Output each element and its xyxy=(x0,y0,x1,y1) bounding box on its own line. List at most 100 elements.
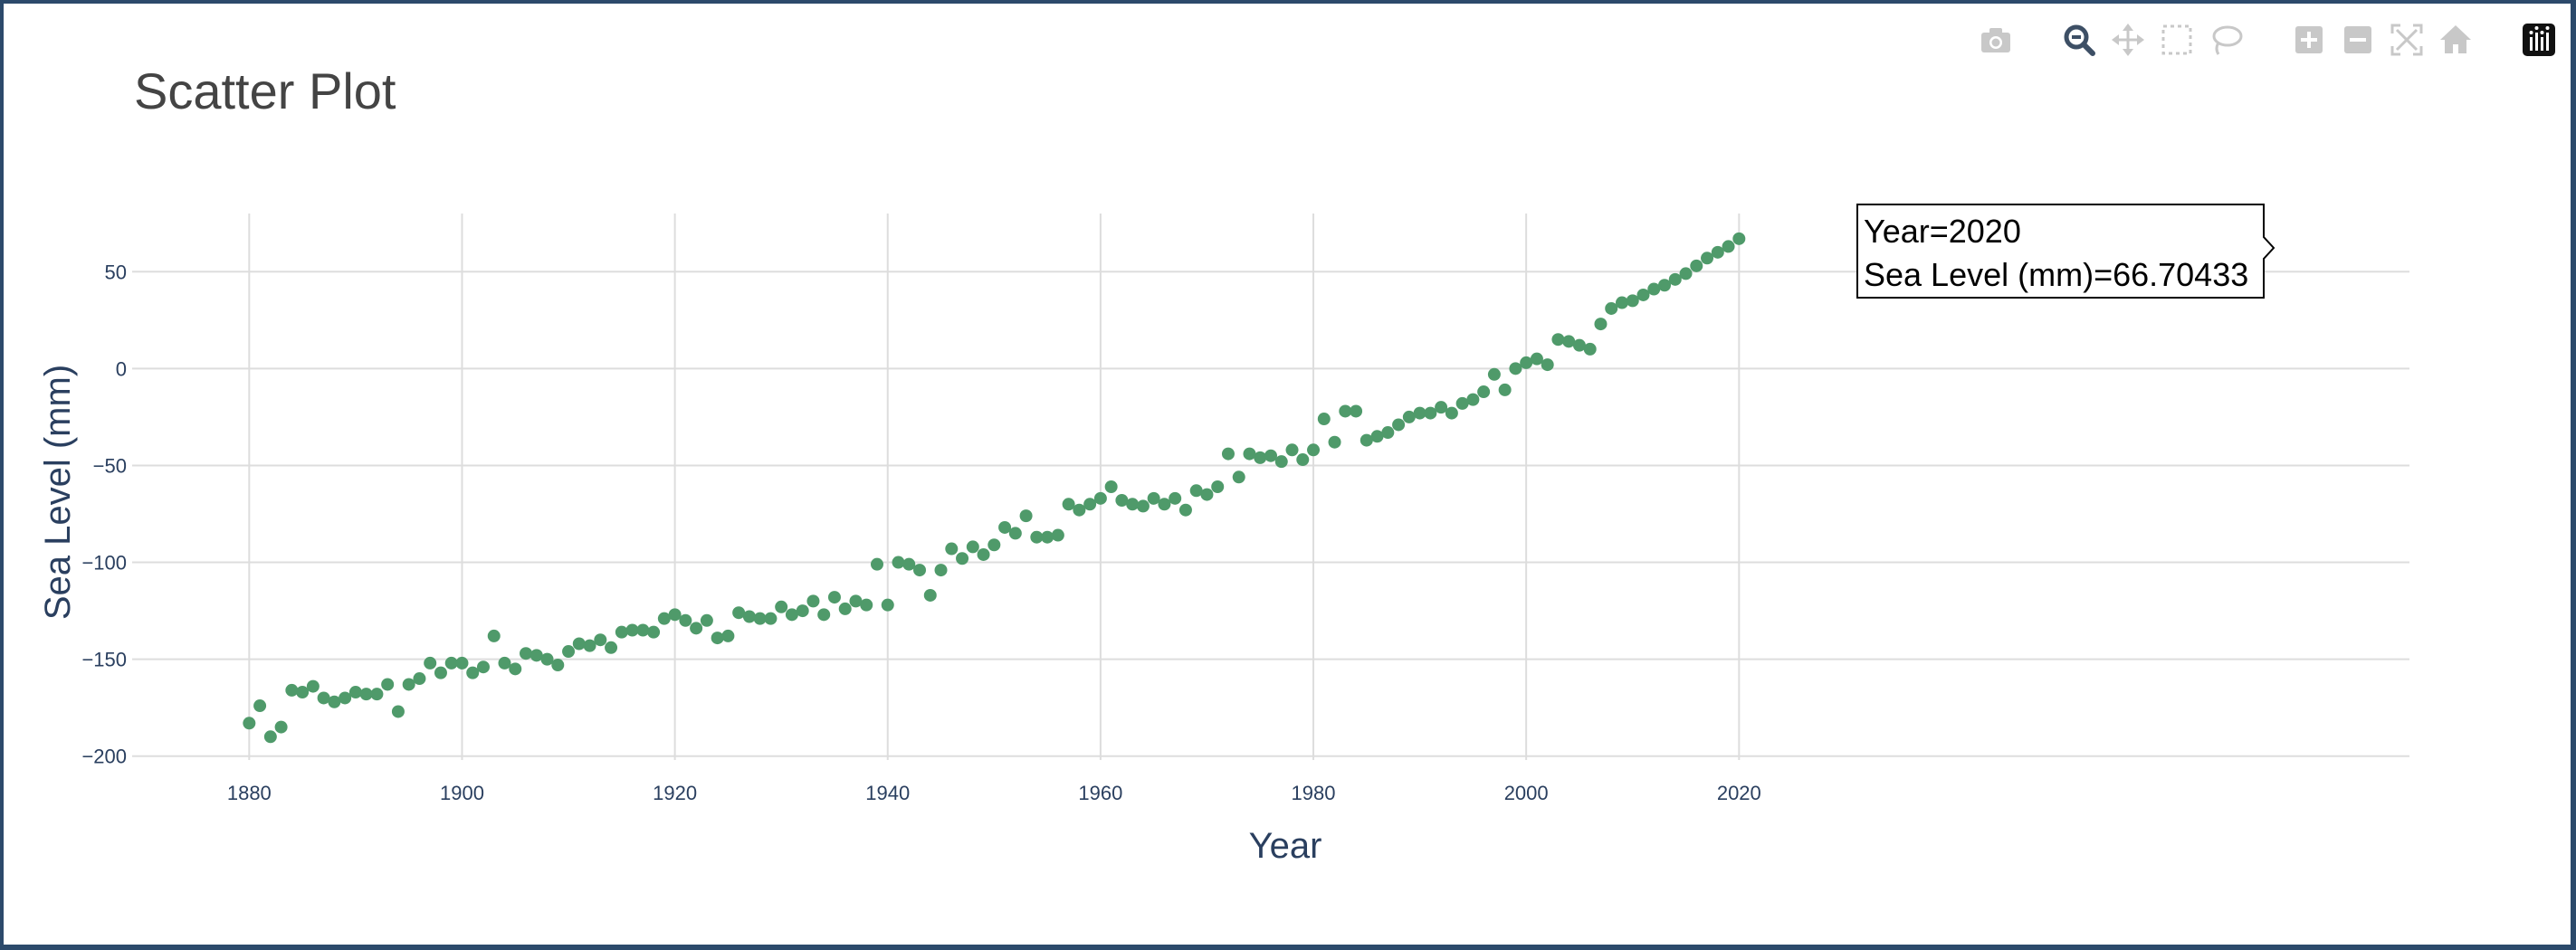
data-point[interactable] xyxy=(1328,435,1341,449)
data-point[interactable] xyxy=(1615,296,1628,309)
data-point[interactable] xyxy=(243,717,256,730)
data-point[interactable] xyxy=(1722,240,1735,253)
data-point[interactable] xyxy=(1466,393,1480,406)
data-point[interactable] xyxy=(636,623,650,637)
data-point[interactable] xyxy=(551,659,565,672)
data-point[interactable] xyxy=(1339,404,1352,418)
data-point[interactable] xyxy=(381,678,395,691)
data-point[interactable] xyxy=(1370,430,1384,443)
data-point[interactable] xyxy=(1062,498,1075,511)
data-point[interactable] xyxy=(1402,410,1416,423)
box-select-button[interactable] xyxy=(2157,20,2197,60)
data-point[interactable] xyxy=(594,633,607,647)
data-point[interactable] xyxy=(1243,447,1256,461)
autoscale-button[interactable] xyxy=(2387,20,2427,60)
data-point[interactable] xyxy=(1658,279,1672,292)
data-point[interactable] xyxy=(348,686,362,699)
data-point[interactable] xyxy=(732,606,746,620)
data-point[interactable] xyxy=(1019,509,1033,523)
data-point[interactable] xyxy=(1189,484,1203,498)
data-point[interactable] xyxy=(498,656,511,670)
data-point[interactable] xyxy=(1424,406,1437,420)
data-point[interactable] xyxy=(317,691,330,705)
data-point[interactable] xyxy=(1178,503,1192,517)
data-point[interactable] xyxy=(274,720,288,734)
data-point[interactable] xyxy=(1073,503,1086,517)
data-point[interactable] xyxy=(796,604,809,618)
data-point[interactable] xyxy=(1455,396,1469,410)
data-point[interactable] xyxy=(1083,498,1097,511)
data-point[interactable] xyxy=(1147,491,1160,505)
data-point[interactable] xyxy=(923,588,937,602)
data-point[interactable] xyxy=(1572,338,1586,352)
data-point[interactable] xyxy=(562,645,576,659)
data-point[interactable] xyxy=(1413,406,1426,420)
data-point[interactable] xyxy=(1647,282,1661,296)
data-point[interactable] xyxy=(945,542,959,556)
data-point[interactable] xyxy=(998,520,1012,534)
data-point[interactable] xyxy=(1104,480,1118,493)
data-point[interactable] xyxy=(413,672,426,686)
data-point[interactable] xyxy=(860,598,873,612)
data-point[interactable] xyxy=(1679,267,1693,280)
data-point[interactable] xyxy=(956,552,969,565)
data-point[interactable] xyxy=(668,608,682,622)
data-point[interactable] xyxy=(1541,358,1554,372)
data-point[interactable] xyxy=(306,679,320,693)
data-point[interactable] xyxy=(1626,294,1639,308)
data-point[interactable] xyxy=(509,662,522,676)
data-point[interactable] xyxy=(1232,470,1245,484)
data-point[interactable] xyxy=(487,629,501,642)
data-point[interactable] xyxy=(1030,530,1044,544)
data-point[interactable] xyxy=(434,666,447,679)
data-point[interactable] xyxy=(785,608,798,622)
download-png-button[interactable] xyxy=(1976,20,2016,60)
data-point[interactable] xyxy=(1594,318,1608,331)
data-point[interactable] xyxy=(1008,527,1022,540)
data-point[interactable] xyxy=(615,625,628,639)
data-point[interactable] xyxy=(1530,352,1543,366)
pan-button[interactable] xyxy=(2108,20,2148,60)
data-point[interactable] xyxy=(1562,335,1576,348)
data-point[interactable] xyxy=(1381,426,1395,440)
data-point[interactable] xyxy=(1136,499,1150,513)
data-point[interactable] xyxy=(1264,449,1277,462)
data-point[interactable] xyxy=(370,688,384,701)
reset-axes-button[interactable] xyxy=(2436,20,2476,60)
data-point[interactable] xyxy=(838,602,852,615)
data-point[interactable] xyxy=(1668,272,1682,286)
data-point[interactable] xyxy=(296,686,310,699)
zoom-out-button[interactable] xyxy=(2338,20,2378,60)
data-point[interactable] xyxy=(263,730,277,744)
data-point[interactable] xyxy=(1605,301,1618,315)
data-point[interactable] xyxy=(1200,488,1214,501)
data-point[interactable] xyxy=(455,656,469,670)
data-point[interactable] xyxy=(817,608,831,622)
data-point[interactable] xyxy=(1115,493,1129,507)
zoom-button[interactable] xyxy=(2059,20,2099,60)
scatter-chart[interactable]: Scatter Plot −200 −150 −100 −50 0 50 1880 1900… xyxy=(4,4,2571,945)
data-point[interactable] xyxy=(870,557,883,571)
data-point[interactable] xyxy=(711,632,724,645)
plotly-logo-button[interactable] xyxy=(2519,20,2559,60)
data-point[interactable] xyxy=(359,688,373,701)
data-point[interactable] xyxy=(466,666,480,679)
data-point[interactable] xyxy=(339,691,352,705)
data-point[interactable] xyxy=(987,538,1001,552)
data-point[interactable] xyxy=(1254,451,1267,464)
lasso-select-button[interactable] xyxy=(2206,20,2246,60)
data-point[interactable] xyxy=(285,683,299,697)
data-point[interactable] xyxy=(902,557,916,571)
data-point[interactable] xyxy=(625,623,639,637)
data-point[interactable] xyxy=(1093,491,1107,505)
data-point[interactable] xyxy=(1509,362,1522,375)
data-point[interactable] xyxy=(849,594,863,608)
data-point[interactable] xyxy=(1487,367,1501,381)
data-point[interactable] xyxy=(328,695,341,708)
data-point[interactable] xyxy=(721,629,735,642)
data-point[interactable] xyxy=(690,622,703,635)
data-point[interactable] xyxy=(391,705,405,718)
data-point[interactable] xyxy=(572,637,586,651)
data-point[interactable] xyxy=(1360,433,1373,447)
data-point[interactable] xyxy=(1477,385,1491,399)
